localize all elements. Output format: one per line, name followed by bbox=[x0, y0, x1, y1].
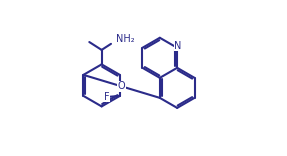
Text: NH₂: NH₂ bbox=[116, 34, 134, 44]
Text: F: F bbox=[104, 92, 110, 102]
Text: O: O bbox=[118, 81, 125, 91]
Text: N: N bbox=[174, 41, 182, 51]
